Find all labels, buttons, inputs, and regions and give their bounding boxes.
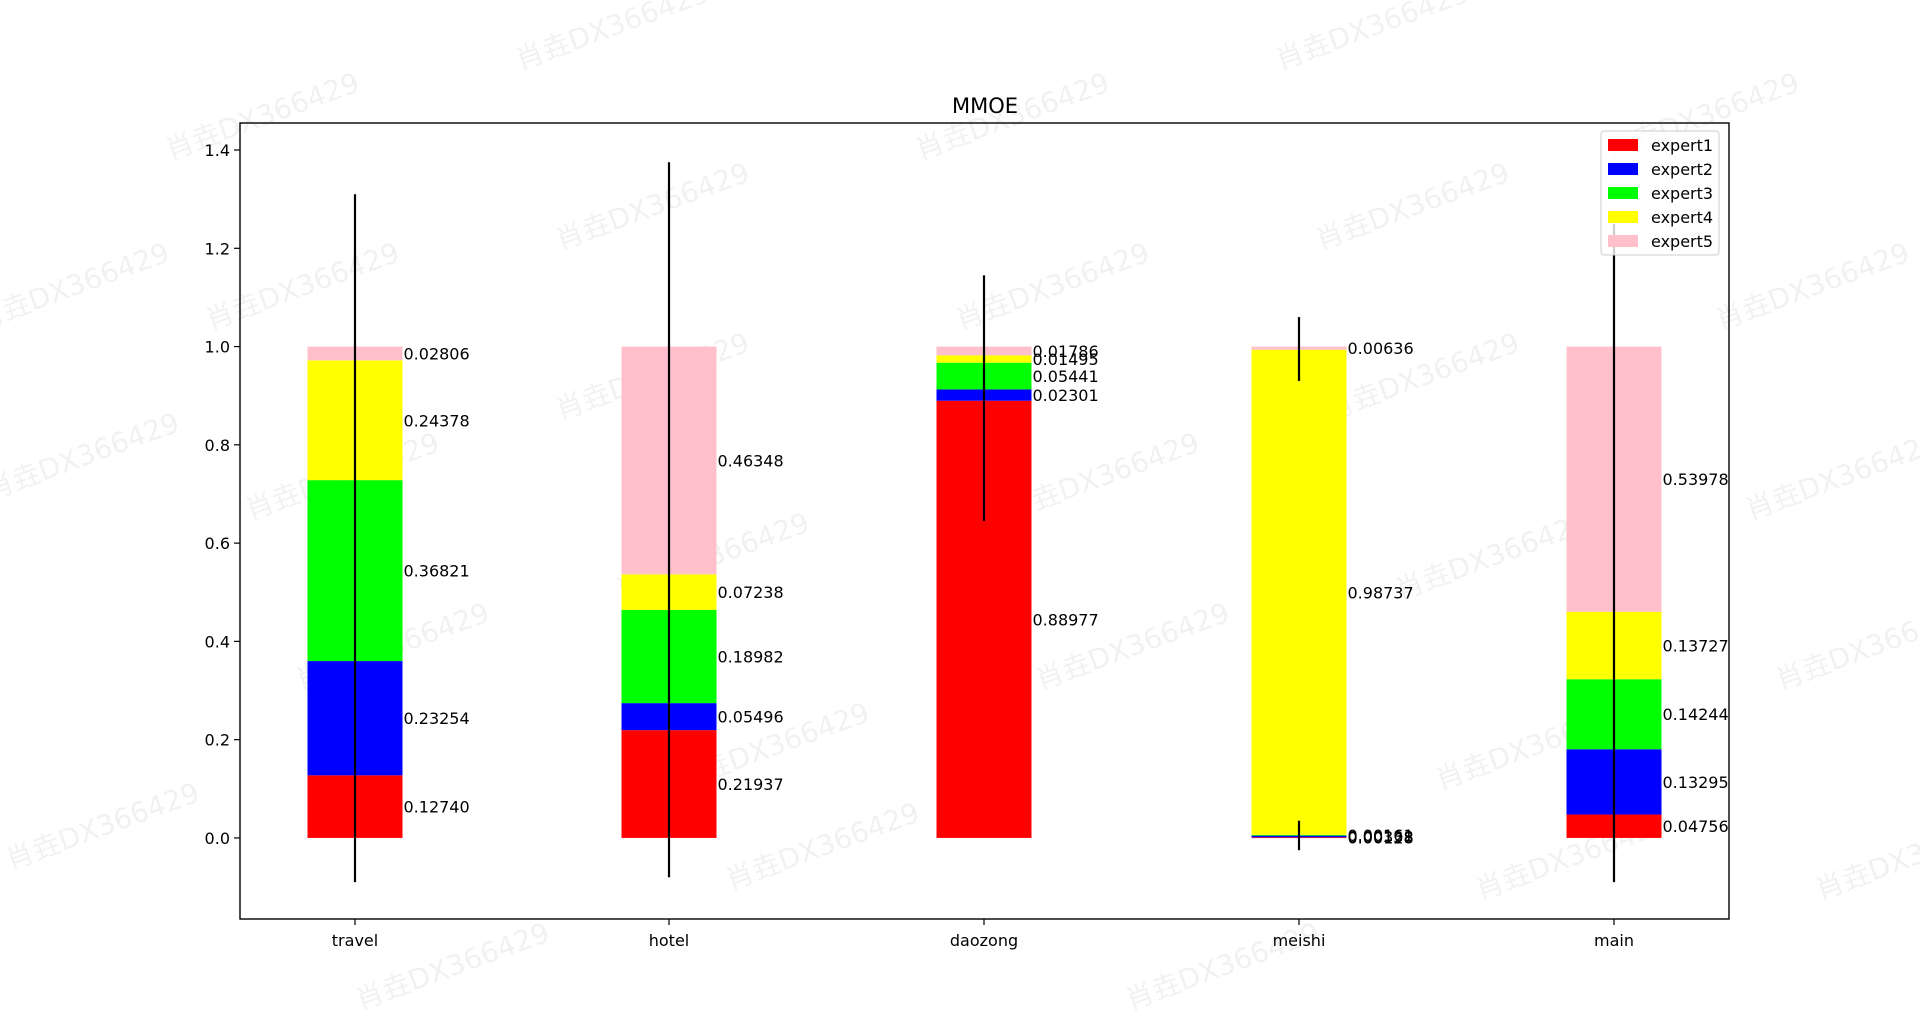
watermark-text: 肖垚DX366429 [1771,596,1920,697]
x-tick-label-hotel: hotel [649,931,690,950]
legend-swatch-expert3 [1608,187,1638,199]
value-labels: 0.12740 0.23254 0.36821 0.24378 0.02806 0.219… [404,339,1729,847]
y-axis: 0.0 0.2 0.4 0.6 0.8 1.0 1.2 1.4 [205,141,240,848]
legend-label-expert2: expert2 [1651,160,1713,179]
watermark-text: 肖垚DX366429 [1271,0,1474,77]
y-tick-label: 0.0 [205,829,230,848]
watermark-text: 肖垚DX366429 [1711,236,1914,337]
value-label-meishi-expert4: 0.98737 [1348,583,1414,602]
y-tick-label: 0.8 [205,436,230,455]
value-label-hotel-expert2: 0.05496 [718,708,784,727]
watermark-text: 肖垚DX366429 [511,0,714,77]
legend-box [1600,130,1720,256]
value-label-main-expert3: 0.14244 [1663,705,1729,724]
value-label-travel-expert1: 0.12740 [404,798,470,817]
chart-title: MMOE [952,94,1018,118]
legend-swatch-expert1 [1608,139,1638,151]
y-tick-label: 1.2 [205,239,230,258]
value-label-hotel-expert3: 0.18982 [718,647,784,666]
value-label-hotel-expert1: 0.21937 [718,775,784,794]
legend-swatch-expert5 [1608,235,1638,247]
value-label-daozong-expert1: 0.88977 [1033,610,1099,629]
y-tick-label: 1.0 [205,338,230,357]
watermark-text: 肖垚DX366429 [551,156,754,257]
watermark-text: 肖垚DX366429 [161,66,364,167]
value-label-daozong-expert2: 0.02301 [1033,386,1099,405]
value-label-main-expert2: 0.13295 [1663,773,1729,792]
y-tick-label: 1.4 [205,141,230,160]
legend-label-expert1: expert1 [1651,136,1713,155]
legend-label-expert5: expert5 [1651,232,1713,251]
legend-label-expert3: expert3 [1651,184,1713,203]
legend-swatch-expert4 [1608,211,1638,223]
value-label-meishi-expert1: 0.00128 [1348,829,1414,848]
watermark-text: 肖垚DX366429 [1001,426,1204,527]
watermark-text: 肖垚DX366429 [1741,426,1920,527]
error-bars [353,162,1616,883]
value-label-meishi-expert2: 0.00338 [1348,827,1414,846]
watermark-text: 肖垚DX366429 [1311,156,1514,257]
value-label-daozong-expert4: 0.01495 [1033,350,1099,369]
watermark-text: 肖垚DX366429 [0,236,174,337]
legend: expert1 expert2 expert3 expert4 expert5 [1600,130,1720,256]
watermark-text: 肖垚DX366429 [1,776,204,877]
value-label-main-expert1: 0.04756 [1663,817,1729,836]
value-label-meishi-expert3: 0.00161 [1348,826,1414,845]
value-label-daozong-expert5: 0.01786 [1033,342,1099,361]
value-label-travel-expert4: 0.24378 [404,411,470,430]
watermark-text: 肖垚DX366429 [721,796,924,897]
x-tick-label-travel: travel [332,931,378,950]
watermark-text: 肖垚DX366429 [1391,506,1594,607]
value-label-travel-expert3: 0.36821 [404,562,470,581]
watermark-text: 肖垚DX366429 [201,236,404,337]
x-tick-label-meishi: meishi [1273,931,1326,950]
value-label-daozong-expert3: 0.05441 [1033,367,1099,386]
legend-label-expert4: expert4 [1651,208,1713,227]
watermark-text: 肖垚DX366429 [951,236,1154,337]
bar-meishi-expert4 [1251,349,1347,835]
value-label-hotel-expert5: 0.46348 [718,451,784,470]
value-label-travel-expert5: 0.02806 [404,344,470,363]
x-axis: travel hotel daozong meishi main [332,919,1634,950]
value-label-hotel-expert4: 0.07238 [718,583,784,602]
value-label-meishi-expert5: 0.00636 [1348,339,1414,358]
x-tick-label-main: main [1594,931,1634,950]
x-tick-label-daozong: daozong [950,931,1018,950]
watermark-text: 肖垚DX366429 [1811,806,1920,907]
legend-swatch-expert2 [1608,163,1638,175]
watermark-text: 肖垚DX366429 [351,916,554,1017]
y-tick-label: 0.4 [205,632,230,651]
watermark-text: 肖垚DX366429 [0,406,184,507]
value-label-travel-expert2: 0.23254 [404,709,470,728]
value-label-main-expert4: 0.13727 [1663,637,1729,656]
value-label-main-expert5: 0.53978 [1663,470,1729,489]
y-tick-label: 0.6 [205,534,230,553]
y-tick-label: 0.2 [205,731,230,750]
